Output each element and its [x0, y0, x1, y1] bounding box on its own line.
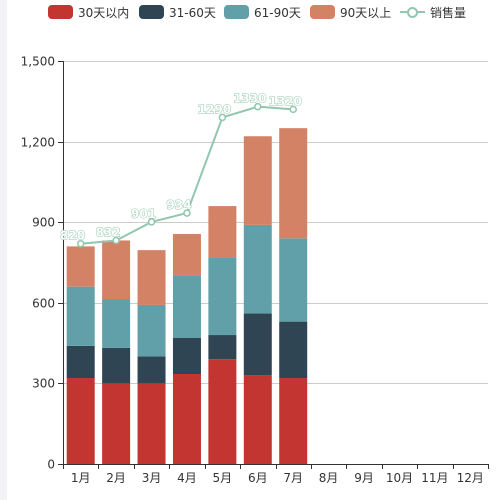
- x-tick-label: 7月: [283, 471, 303, 485]
- bar-1: [102, 383, 131, 464]
- legend-item-90plus[interactable]: 90天以上: [310, 4, 391, 20]
- bar-2: [208, 335, 237, 360]
- legend-swatch: [310, 5, 335, 19]
- bar-4: [172, 234, 201, 276]
- bar-3: [66, 286, 95, 346]
- x-tick-label: 1月: [71, 471, 91, 485]
- bar-3: [279, 238, 308, 322]
- bar-3: [172, 275, 201, 338]
- x-tick-label: 6月: [248, 471, 268, 485]
- bar-1: [172, 373, 201, 464]
- legend-label: 31-60天: [169, 5, 216, 20]
- y-tick-label: 300: [32, 377, 55, 391]
- x-tick-label: 10月: [386, 471, 413, 485]
- legend-swatch: [139, 5, 164, 19]
- legend-label: 61-90天: [254, 5, 301, 20]
- bar-2: [243, 313, 272, 376]
- legend-item-sales[interactable]: 销售量: [400, 4, 466, 20]
- legend-item-61-90[interactable]: 61-90天: [224, 4, 301, 20]
- bar-3: [208, 257, 237, 336]
- bar-3: [137, 304, 166, 357]
- bar-4: [208, 206, 237, 258]
- y-tick-label: 0: [47, 458, 55, 472]
- x-tick-label: 2月: [106, 471, 126, 485]
- bar-2: [279, 321, 308, 379]
- sales-point: [254, 102, 262, 111]
- bar-4: [66, 246, 95, 287]
- bar-2: [172, 337, 201, 374]
- sales-data-label: 832: [96, 225, 121, 239]
- bar-4: [137, 250, 166, 305]
- bar-2: [137, 356, 166, 384]
- x-tick-label: 5月: [213, 471, 233, 485]
- legend-item-30[interactable]: 30天以内: [48, 4, 129, 20]
- bar-1: [279, 378, 308, 464]
- bar-1: [66, 378, 95, 464]
- sales-point: [289, 105, 297, 114]
- legend-line-swatch: [400, 5, 425, 19]
- sales-data-label: 820: [60, 229, 85, 243]
- sales-point: [76, 239, 85, 248]
- x-tick-label: 9月: [354, 471, 374, 485]
- sales-data-label: 1290: [198, 102, 231, 116]
- bar-4: [279, 128, 308, 239]
- legend: 30天以内 31-60天 61-90天 90天以上 销售量: [0, 2, 500, 22]
- left-strip: [0, 0, 7, 500]
- legend-label: 90天以上: [340, 5, 392, 20]
- bar-2: [102, 347, 131, 384]
- sales-data-label: 901: [131, 207, 156, 221]
- bar-4: [243, 136, 272, 225]
- sales-data-label: 1330: [233, 92, 266, 106]
- sales-point: [218, 113, 227, 122]
- sales-data-label: 934: [166, 198, 191, 212]
- bar-1: [137, 383, 166, 464]
- y-tick-label: 600: [32, 297, 55, 311]
- bar-1: [243, 375, 272, 464]
- bar-3: [102, 299, 131, 348]
- bar-1: [208, 359, 237, 464]
- x-tick-label: 3月: [142, 471, 162, 485]
- x-tick-label: 8月: [319, 471, 339, 485]
- y-tick-label: 900: [32, 216, 55, 230]
- legend-item-31-60[interactable]: 31-60天: [139, 4, 216, 20]
- legend-swatch: [224, 5, 249, 19]
- legend-label: 销售量: [430, 5, 467, 20]
- sales-data-label: 1320: [269, 94, 302, 108]
- x-tick-label: 4月: [177, 471, 197, 485]
- y-tick-label: 1,500: [21, 55, 55, 69]
- y-tick-label: 1,200: [21, 136, 55, 150]
- x-tick-label: 11月: [421, 471, 448, 485]
- sales-point: [147, 218, 156, 226]
- sales-point: [112, 236, 120, 245]
- legend-swatch: [48, 5, 73, 19]
- bar-2: [66, 345, 95, 379]
- x-tick-label: 12月: [457, 471, 484, 485]
- bar-4: [102, 240, 131, 300]
- legend-label: 30天以内: [78, 5, 130, 20]
- sales-point: [183, 209, 191, 217]
- bar-3: [243, 224, 272, 314]
